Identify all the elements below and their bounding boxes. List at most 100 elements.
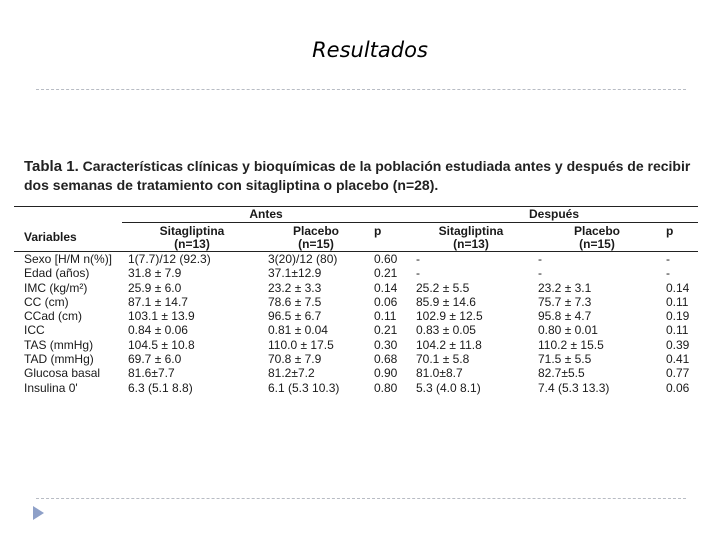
cell-sita-after: 81.0±8.7 [416, 366, 463, 381]
col-header-n: (n=13) [174, 237, 210, 251]
cell-sita-before: 25.9 ± 6.0 [128, 280, 182, 295]
bullet-arrow-icon [33, 506, 44, 520]
cell-sita-after: 70.1 ± 5.8 [416, 352, 470, 367]
table-row: TAS (mmHg) 104.5 ± 10.8 110.0 ± 17.5 0.3… [14, 338, 698, 352]
cell-p-before: 0.06 [374, 294, 398, 309]
cell-placebo-before: 78.6 ± 7.5 [268, 294, 322, 309]
cell-p-before: 0.21 [374, 266, 398, 281]
cell-sita-after: 0.83 ± 0.05 [416, 323, 476, 338]
cell-sita-before: 31.8 ± 7.9 [128, 266, 182, 281]
cell-placebo-after: 7.4 (5.3 13.3) [538, 380, 610, 395]
cell-placebo-before: 96.5 ± 6.7 [268, 309, 322, 324]
cell-variable: Glucosa basal [24, 366, 101, 381]
cell-placebo-after: 110.2 ± 15.5 [538, 337, 604, 352]
cell-p-before: 0.21 [374, 323, 398, 338]
cell-variable: CC (cm) [24, 294, 69, 309]
cell-placebo-before: 0.81 ± 0.04 [268, 323, 328, 338]
table-row: IMC (kg/m²) 25.9 ± 6.0 23.2 ± 3.3 0.14 2… [14, 281, 698, 295]
cell-p-after: - [666, 252, 670, 266]
col-header-n: (n=15) [579, 237, 615, 251]
cell-variable: Insulina 0' [24, 380, 78, 395]
table-row: Edad (años) 31.8 ± 7.9 37.1±12.9 0.21 - … [14, 266, 698, 280]
col-header-p-after: p [666, 224, 674, 238]
table-row: CCad (cm) 103.1 ± 13.9 96.5 ± 6.7 0.11 1… [14, 309, 698, 323]
cell-sita-after: - [416, 266, 420, 281]
group-header-after: Después [410, 207, 698, 223]
cell-placebo-after: 0.80 ± 0.01 [538, 323, 598, 338]
col-header-placebo-before: Placebo (n=15) [262, 223, 370, 252]
col-header-sita-after: Sitagliptina (n=13) [410, 223, 532, 252]
results-table: Antes Después Variables Sitagliptina (n=1… [14, 206, 698, 395]
cell-variable: Edad (años) [24, 266, 90, 281]
cell-sita-after: - [416, 252, 420, 266]
cell-sita-before: 104.5 ± 10.8 [128, 337, 195, 352]
cell-placebo-after: - [538, 252, 542, 266]
cell-p-before: 0.68 [374, 352, 398, 367]
cell-sita-before: 1(7.7)/12 (92.3) [128, 252, 211, 266]
cell-p-before: 0.60 [374, 252, 398, 266]
col-header-label: Sitagliptina [438, 224, 504, 238]
col-header-n: (n=13) [453, 237, 489, 251]
cell-placebo-before: 37.1±12.9 [268, 266, 322, 281]
cell-sita-after: 5.3 (4.0 8.1) [416, 380, 481, 395]
cell-sita-after: 104.2 ± 11.8 [416, 337, 482, 352]
cell-placebo-before: 81.2±7.2 [268, 366, 315, 381]
col-header-p-before: p [374, 224, 382, 238]
slide-title: Resultados [312, 38, 428, 62]
cell-variable: TAD (mmHg) [24, 352, 94, 367]
col-header-n: (n=15) [298, 237, 334, 251]
table-row: Insulina 0' 6.3 (5.1 8.8) 6.1 (5.3 10.3)… [14, 381, 698, 395]
caption-lead: Tabla 1. [24, 158, 79, 175]
col-header-sita-before: Sitagliptina (n=13) [122, 223, 262, 252]
group-header-before: Antes [122, 207, 410, 223]
cell-sita-before: 6.3 (5.1 8.8) [128, 380, 193, 395]
col-header-label: Sitagliptina [159, 224, 225, 238]
cell-p-after: 0.19 [666, 309, 690, 324]
cell-placebo-after: - [538, 266, 542, 281]
cell-placebo-after: 71.5 ± 5.5 [538, 352, 592, 367]
table-row: Sexo [H/M n(%)] 1(7.7)/12 (92.3) 3(20)/1… [14, 252, 698, 266]
cell-p-after: 0.11 [666, 294, 689, 309]
cell-placebo-before: 110.0 ± 17.5 [268, 337, 334, 352]
cell-sita-before: 81.6±7.7 [128, 366, 175, 381]
cell-variable: CCad (cm) [24, 309, 83, 324]
cell-p-after: - [666, 266, 670, 281]
results-table-wrap: Antes Después Variables Sitagliptina (n=1… [14, 206, 698, 395]
cell-p-after: 0.06 [666, 380, 690, 395]
cell-placebo-before: 23.2 ± 3.3 [268, 280, 322, 295]
cell-sita-after: 85.9 ± 14.6 [416, 294, 476, 309]
cell-placebo-after: 75.7 ± 7.3 [538, 294, 592, 309]
col-header-placebo-after: Placebo (n=15) [532, 223, 662, 252]
cell-placebo-after: 82.7±5.5 [538, 366, 585, 381]
cell-placebo-after: 23.2 ± 3.1 [538, 280, 592, 295]
cell-placebo-before: 3(20)/12 (80) [268, 252, 338, 266]
col-header-variables: Variables [24, 230, 77, 245]
cell-sita-before: 0.84 ± 0.06 [128, 323, 188, 338]
cell-p-after: 0.39 [666, 337, 690, 352]
cell-p-before: 0.14 [374, 280, 398, 295]
cell-sita-before: 69.7 ± 6.0 [128, 352, 182, 367]
table-row: TAD (mmHg) 69.7 ± 6.0 70.8 ± 7.9 0.68 70… [14, 352, 698, 366]
caption-text: Características clínicas y bioquímicas d… [24, 158, 691, 193]
cell-variable: IMC (kg/m²) [24, 280, 88, 295]
cell-p-after: 0.77 [666, 366, 690, 381]
table-row: CC (cm) 87.1 ± 14.7 78.6 ± 7.5 0.06 85.9… [14, 295, 698, 309]
top-divider [36, 89, 686, 90]
cell-placebo-before: 70.8 ± 7.9 [268, 352, 322, 367]
cell-placebo-after: 95.8 ± 4.7 [538, 309, 592, 324]
cell-sita-after: 102.9 ± 12.5 [416, 309, 483, 324]
table-caption: Tabla 1. Características clínicas y bioq… [24, 157, 704, 195]
cell-p-before: 0.90 [374, 366, 398, 381]
cell-variable: Sexo [H/M n(%)] [24, 252, 113, 266]
cell-sita-before: 103.1 ± 13.9 [128, 309, 195, 324]
cell-sita-after: 25.2 ± 5.5 [416, 280, 470, 295]
table-row: Glucosa basal 81.6±7.7 81.2±7.2 0.90 81.… [14, 366, 698, 380]
bottom-divider [36, 498, 686, 499]
cell-p-before: 0.11 [374, 309, 397, 324]
cell-p-before: 0.80 [374, 380, 398, 395]
cell-p-after: 0.41 [666, 352, 690, 367]
cell-p-after: 0.14 [666, 280, 690, 295]
cell-p-before: 0.30 [374, 337, 398, 352]
cell-variable: ICC [24, 323, 45, 338]
cell-p-after: 0.11 [666, 323, 689, 338]
